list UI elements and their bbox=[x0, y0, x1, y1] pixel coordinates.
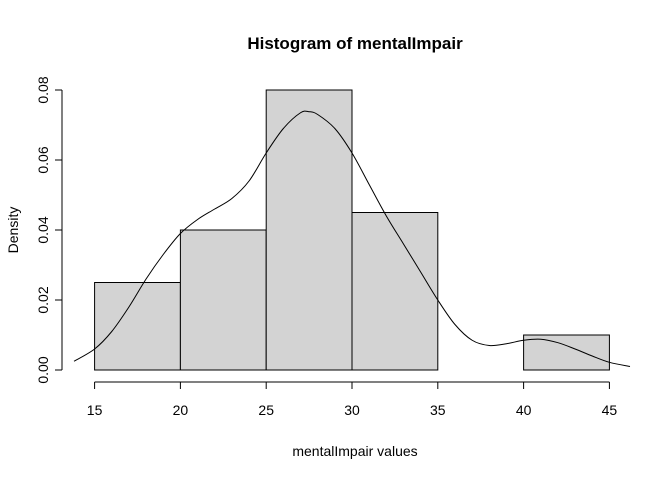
histogram-bar-15-20 bbox=[94, 282, 181, 371]
histogram-bar-30-35 bbox=[351, 212, 439, 371]
histogram-bar-25-30 bbox=[265, 89, 353, 371]
histogram-bar-20-25 bbox=[179, 229, 267, 371]
y-tick-label-0.06: 0.06 bbox=[35, 146, 51, 173]
x-tick-label-40: 40 bbox=[516, 402, 532, 418]
x-tick-label-25: 25 bbox=[258, 402, 274, 418]
x-tick-label-20: 20 bbox=[173, 402, 189, 418]
x-axis: 15 20 25 30 35 40 45 bbox=[87, 381, 618, 418]
x-tick-label-45: 45 bbox=[602, 402, 618, 418]
x-tick-label-30: 30 bbox=[344, 402, 360, 418]
x-axis-label: mentalImpair values bbox=[292, 443, 417, 459]
y-tick-label-0.02: 0.02 bbox=[35, 286, 51, 313]
y-tick-label-0.08: 0.08 bbox=[35, 76, 51, 103]
x-tick-label-35: 35 bbox=[430, 402, 446, 418]
y-axis-label: Density bbox=[5, 207, 21, 254]
density-curve-group bbox=[73, 110, 631, 367]
y-axis: 0.00 0.02 0.04 0.06 0.08 bbox=[35, 76, 63, 384]
histogram-bars bbox=[94, 89, 610, 371]
density-curve bbox=[73, 110, 631, 367]
chart-title: Histogram of mentalImpair bbox=[247, 34, 463, 53]
x-tick-label-15: 15 bbox=[87, 402, 103, 418]
histogram-bar-40-45 bbox=[523, 334, 610, 371]
y-tick-label-0.04: 0.04 bbox=[35, 216, 51, 243]
y-tick-label-0.00: 0.00 bbox=[35, 356, 51, 383]
